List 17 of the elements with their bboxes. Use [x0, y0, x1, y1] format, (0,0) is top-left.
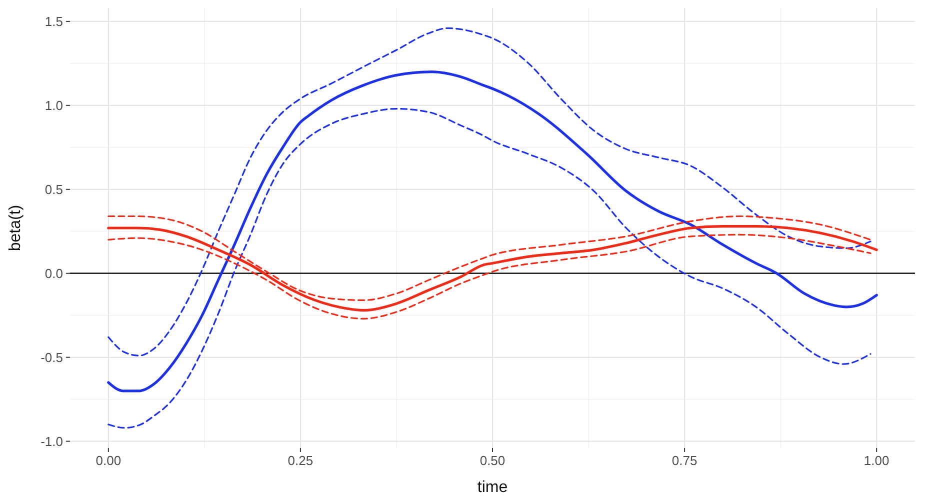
line-series [107, 70, 878, 392]
x-tick-label: 1.00 [864, 453, 890, 468]
line-series [108, 108, 872, 429]
y-tick-label: 1.0 [44, 98, 63, 113]
y-axis-title: beta(t) [7, 204, 24, 252]
y-tick-label: 0.0 [44, 266, 63, 281]
x-tick-label: 0.25 [288, 453, 314, 468]
y-tick-label: -0.5 [40, 350, 63, 365]
x-axis-title: time [477, 479, 508, 496]
y-tick-label: 1.5 [44, 14, 63, 29]
x-tick-label: 0.50 [480, 453, 506, 468]
line-series [108, 234, 872, 320]
x-tick-label: 0.75 [672, 453, 698, 468]
line-series [108, 27, 872, 356]
x-tick-label: 0.00 [96, 453, 122, 468]
y-tick-label: 0.5 [44, 182, 63, 197]
y-tick-label: -1.0 [40, 434, 63, 449]
